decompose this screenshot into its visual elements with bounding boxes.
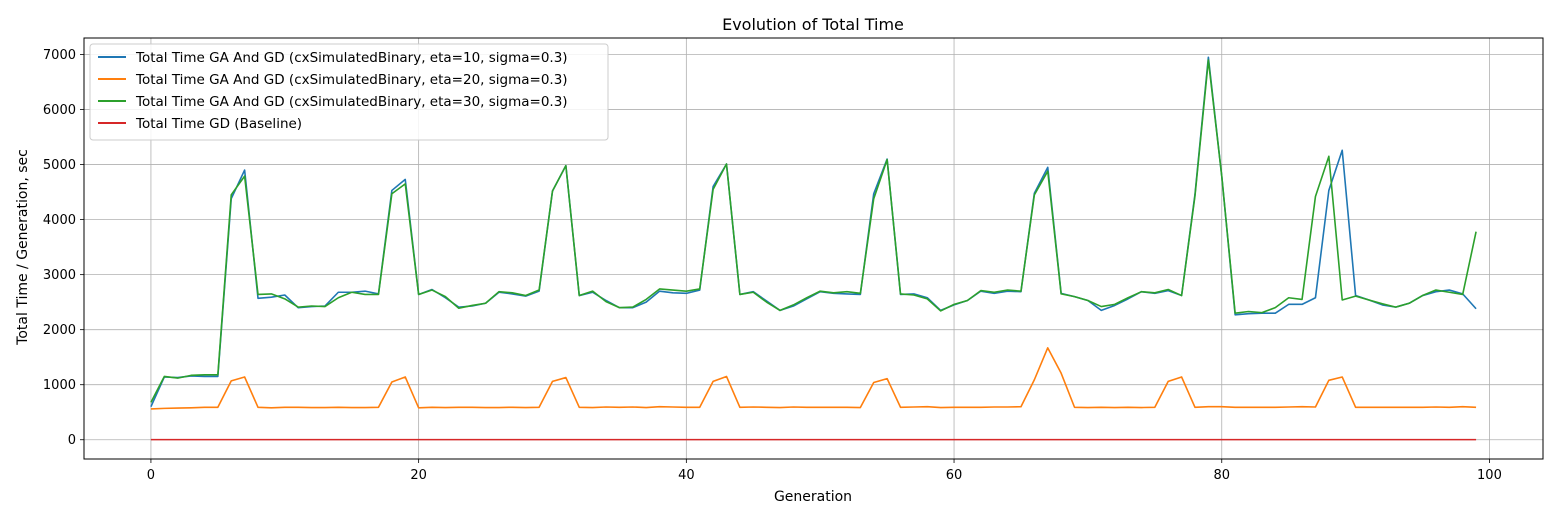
chart-title: Evolution of Total Time [722, 15, 904, 34]
plot-lines [150, 56, 1477, 441]
plot-frame [83, 37, 1544, 460]
x-tick-label: 80 [1213, 468, 1230, 483]
y-tick-label: 0 [68, 433, 76, 448]
y-tick-label: 7000 [43, 48, 76, 63]
y-tick-label: 3000 [43, 268, 76, 283]
y-tick-label: 4000 [43, 213, 76, 228]
y-tick-label: 1000 [43, 378, 76, 393]
x-tick-label: 40 [678, 468, 695, 483]
legend-entry-1: Total Time GA And GD (cxSimulatedBinary,… [135, 50, 568, 66]
y-tick-label: 6000 [43, 103, 76, 118]
x-tick-label: 20 [410, 468, 427, 483]
x-axis-label: Generation [774, 489, 852, 505]
y-tick-label: 5000 [43, 158, 76, 173]
x-tick-label: 0 [147, 468, 155, 483]
axis-ticks: 0 20 40 60 80 1000100020003000400050006000700… [43, 48, 1502, 483]
y-axis-label: Total Time / Generation, sec [15, 149, 31, 346]
x-tick-label: 60 [946, 468, 963, 483]
legend: Total Time GA And GD (cxSimulatedBinary,… [89, 43, 609, 141]
legend-entry-4: Total Time GD (Baseline) [135, 116, 302, 132]
series-line-3 [150, 59, 1477, 403]
legend-entry-2: Total Time GA And GD (cxSimulatedBinary,… [135, 72, 568, 88]
legend-box [89, 43, 609, 141]
y-tick-label: 2000 [43, 323, 76, 338]
series-line-2 [150, 347, 1477, 410]
legend-entry-3: Total Time GA And GD (cxSimulatedBinary,… [135, 94, 568, 110]
x-tick-label: 100 [1477, 468, 1502, 483]
